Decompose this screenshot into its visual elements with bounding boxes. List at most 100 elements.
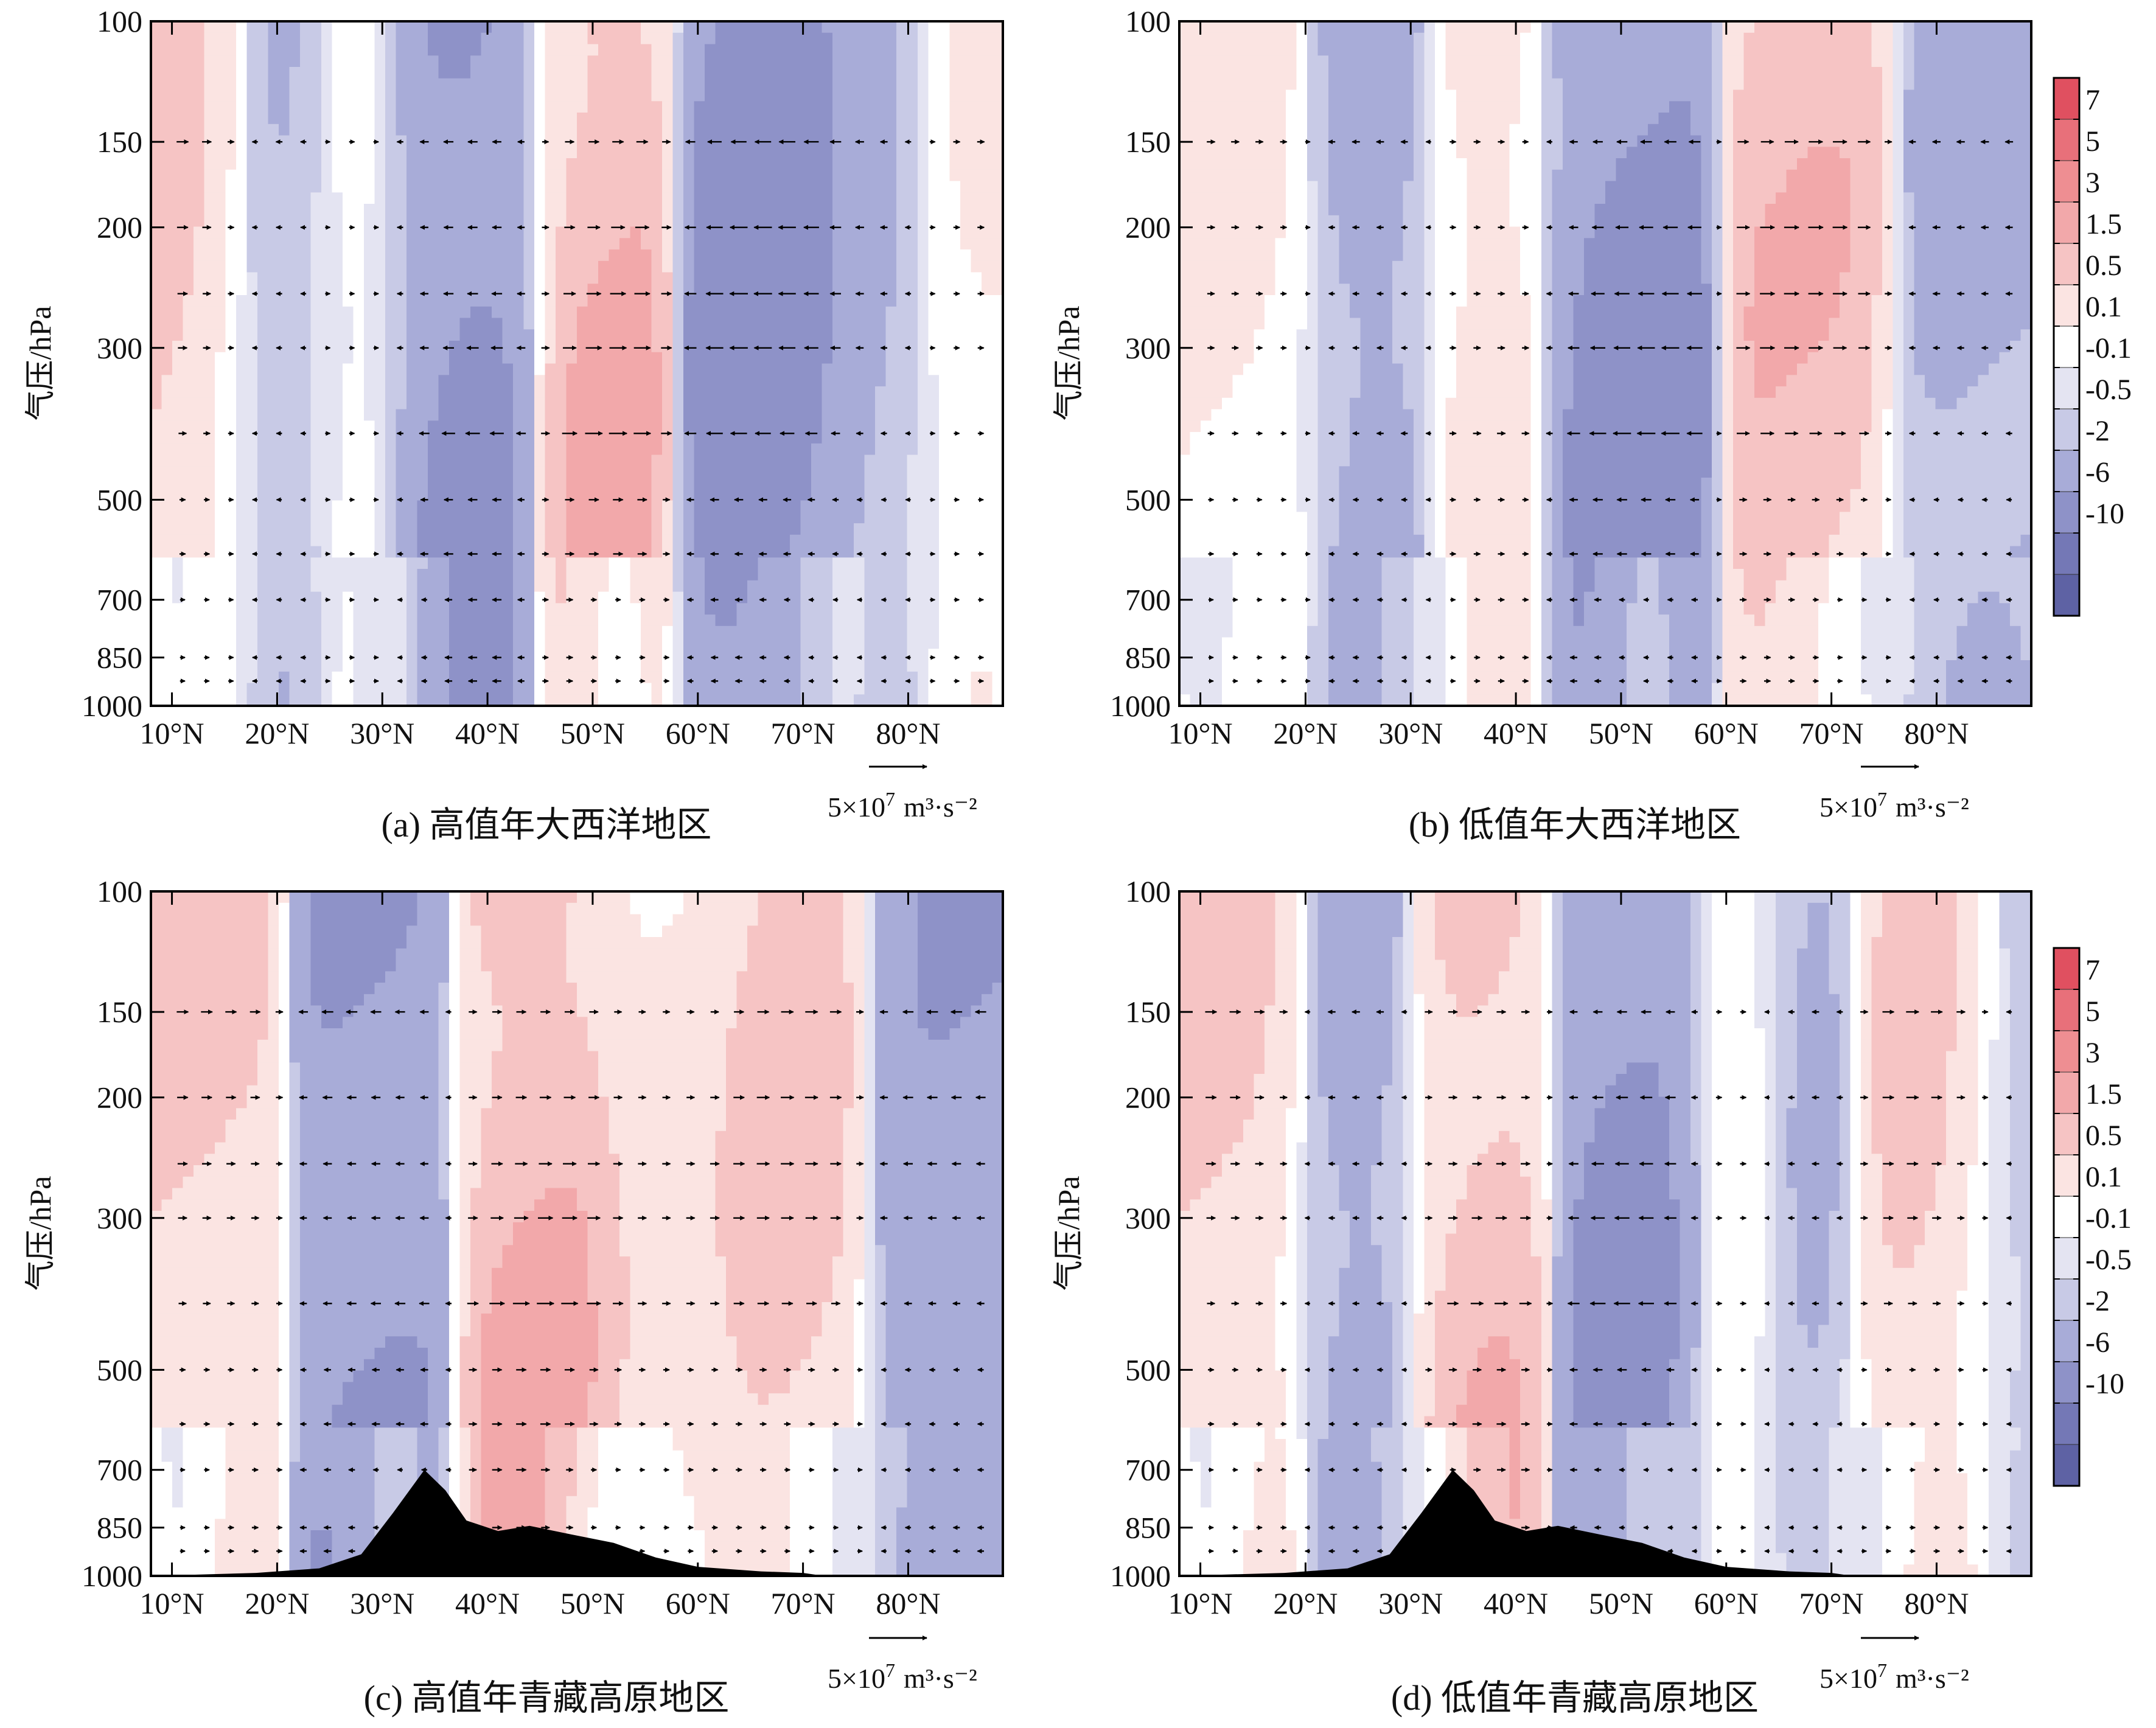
field-cell (417, 466, 428, 478)
field-cell (683, 295, 695, 307)
field-cell (822, 44, 833, 57)
field-cell (343, 67, 354, 79)
field-cell (545, 272, 556, 285)
field-cell (321, 124, 333, 136)
field-cell (492, 660, 503, 672)
field-cell (268, 169, 279, 182)
field-cell (630, 295, 641, 307)
field-cell (705, 455, 716, 467)
field-cell (619, 78, 631, 91)
field-cell (651, 523, 663, 535)
field-cell (513, 169, 525, 182)
field-cell (225, 101, 237, 113)
field-cell (662, 318, 674, 330)
field-cell (289, 443, 301, 456)
field-cell (417, 375, 428, 387)
field-cell (534, 44, 546, 57)
field-cell (694, 32, 705, 45)
field-cell (406, 455, 418, 467)
field-cell (758, 78, 769, 91)
field-cell (523, 694, 535, 706)
field-cell (907, 557, 918, 570)
field-cell (982, 512, 993, 524)
field-cell (321, 21, 333, 33)
field-cell (310, 443, 322, 456)
field-cell (268, 158, 279, 170)
field-cell (992, 44, 1003, 57)
field-cell (822, 443, 833, 456)
field-cell (811, 363, 823, 376)
field-cell (225, 21, 237, 33)
field-cell (417, 181, 428, 193)
field-cell (151, 113, 162, 125)
field-cell (587, 683, 599, 695)
field-cell (609, 580, 620, 593)
field-cell (161, 671, 173, 684)
field-cell (694, 226, 705, 239)
field-cell (939, 238, 951, 250)
field-cell (832, 306, 844, 319)
field-cell (417, 78, 428, 91)
field-cell (194, 249, 205, 262)
field-cell (289, 397, 301, 410)
field-cell (672, 649, 684, 661)
field-cell (587, 124, 599, 136)
field-cell (822, 580, 833, 593)
field-cell (204, 192, 215, 204)
field-cell (651, 329, 663, 341)
field-cell (374, 615, 386, 627)
field-cell (918, 603, 929, 615)
field-cell (406, 683, 418, 695)
field-cell (151, 637, 162, 650)
field-cell (747, 192, 759, 204)
field-cell (939, 226, 951, 239)
field-cell (918, 284, 929, 296)
field-cell (502, 615, 514, 627)
field-cell (705, 306, 716, 319)
field-cell (811, 124, 823, 136)
field-cell (800, 546, 812, 559)
field-cell (651, 158, 663, 170)
field-cell (353, 580, 365, 593)
field-cell (481, 238, 492, 250)
field-cell (353, 694, 365, 706)
field-cell (619, 397, 631, 410)
field-cell (183, 67, 194, 79)
field-cell (779, 78, 790, 91)
field-cell (279, 432, 290, 444)
field-cell (172, 523, 184, 535)
field-cell (492, 341, 503, 353)
field-cell (502, 249, 514, 262)
field-cell (832, 295, 844, 307)
field-cell (885, 500, 897, 513)
field-cell (428, 591, 439, 604)
field-cell (736, 637, 748, 650)
field-cell (641, 67, 652, 79)
field-cell (907, 113, 918, 125)
field-cell (300, 113, 312, 125)
field-cell (566, 113, 577, 125)
field-cell (279, 478, 290, 490)
field-cell (161, 124, 173, 136)
field-cell (513, 21, 525, 33)
field-cell (268, 306, 279, 319)
field-cell (194, 284, 205, 296)
field-cell (896, 249, 908, 262)
field-cell (523, 671, 535, 684)
field-cell (545, 557, 556, 570)
field-cell (321, 603, 333, 615)
field-cell (438, 386, 450, 399)
field-cell (949, 603, 961, 615)
field-cell (183, 512, 194, 524)
field-cell (523, 591, 535, 604)
field-cell (364, 615, 375, 627)
field-cell (896, 89, 908, 102)
field-cell (790, 32, 801, 45)
field-cell (769, 249, 780, 262)
field-cell (982, 113, 993, 125)
field-cell (459, 443, 471, 456)
field-cell (651, 363, 663, 376)
field-cell (992, 352, 1003, 364)
field-cell (651, 284, 663, 296)
field-cell (928, 226, 940, 239)
